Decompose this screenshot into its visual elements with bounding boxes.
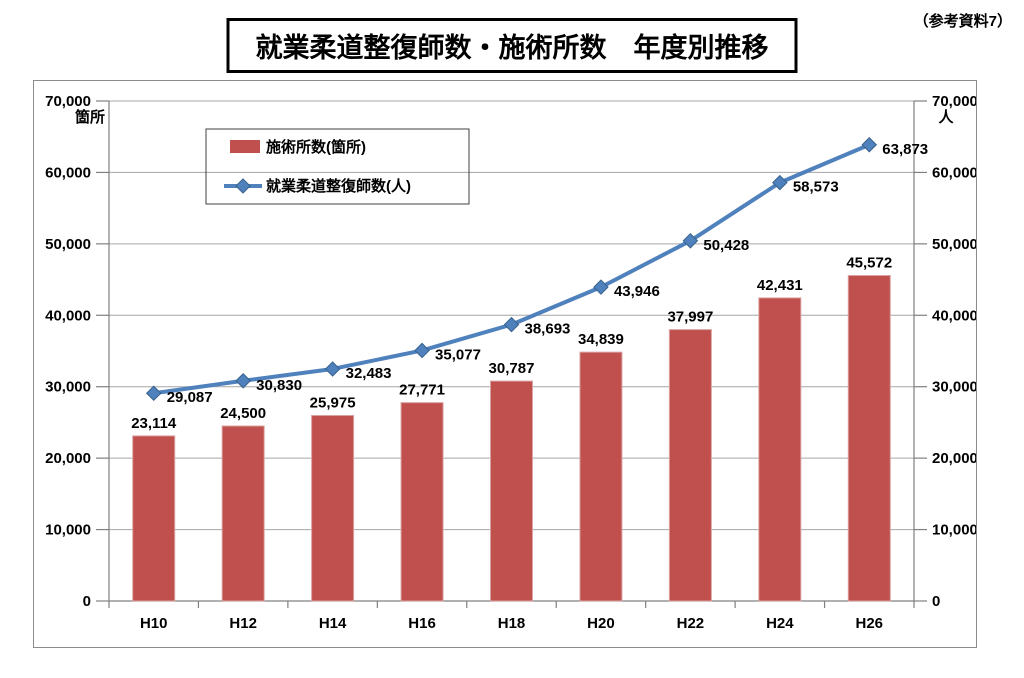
bar-value-label: 37,997 [667,309,713,326]
bar-value-label: 24,500 [220,405,266,422]
y-tick-label-right: 50,000 [932,236,976,253]
line-marker-diamond [593,279,609,295]
line-marker-diamond [503,316,520,333]
x-category-label: H24 [766,615,794,632]
line-value-label: 58,573 [793,179,839,196]
axis-unit-right: 人 [938,109,954,126]
bar [847,274,891,602]
line-value-label: 50,428 [703,237,749,254]
bar [132,435,176,602]
y-tick-label-right: 40,000 [932,307,976,324]
line-value-label: 35,077 [435,346,481,363]
bar-value-label: 27,771 [399,382,445,399]
line-marker-diamond [414,342,430,359]
y-tick-label-right: 70,000 [932,93,976,110]
x-category-label: H26 [856,615,884,632]
bar-value-label: 23,114 [131,415,177,432]
line-value-label: 30,830 [256,377,302,394]
bar [758,297,802,602]
legend-label-bar: 施術所数(箇所) [266,138,366,156]
line-marker-diamond [861,136,878,153]
bar-value-label: 34,839 [578,331,624,348]
y-tick-label-left: 10,000 [45,522,91,539]
line-marker-diamond [682,233,699,249]
line-marker-diamond [324,361,341,377]
bar [311,414,355,602]
x-category-label: H20 [587,615,615,632]
bar [400,402,444,602]
legend-label-line: 就業柔道整復師数(人) [266,177,411,195]
combo-chart-svg: 0 0 10,000 10,000 20,000 20,000 30,000 30,000 40… [45,93,978,632]
y-tick-label-right: 20,000 [932,450,976,467]
y-tick-label-left: 0 [83,593,91,610]
line-value-label: 29,087 [167,389,213,406]
bar [668,329,712,602]
line-marker-diamond [235,373,251,389]
x-category-label: H12 [229,615,257,632]
y-tick-label-left: 60,000 [45,164,91,181]
chart-frame: 0 0 10,000 10,000 20,000 20,000 30,000 30,000 40… [33,80,978,648]
bar-value-label: 42,431 [757,277,803,294]
x-category-label: H22 [677,615,705,632]
line-value-label: 43,946 [614,283,660,300]
bar-value-label: 30,787 [489,360,535,377]
y-tick-label-right: 0 [932,593,940,610]
line-marker-diamond [772,174,788,191]
y-tick-label-left: 70,000 [45,93,91,110]
y-tick-label-right: 60,000 [932,164,976,181]
chart-title: 就業柔道整復師数・施術所数 年度別推移 [226,18,798,73]
x-category-label: H16 [408,615,436,632]
bar-value-label: 45,572 [846,254,892,271]
axis-unit-left: 箇所 [74,108,105,126]
line-value-label: 38,693 [525,321,571,338]
bar [579,351,623,602]
x-category-label: H14 [319,615,347,632]
y-tick-label-right: 10,000 [932,522,976,539]
y-tick-label-left: 40,000 [45,307,91,324]
line-value-label: 63,873 [882,141,928,158]
x-category-label: H10 [140,615,168,632]
y-tick-label-left: 50,000 [45,236,91,253]
legend-marker-diamond [235,178,251,194]
legend-box [205,128,470,205]
line-value-label: 32,483 [346,365,392,382]
x-category-label: H18 [498,615,526,632]
y-tick-label-right: 30,000 [932,379,976,396]
reference-note: （参考資料7） [913,13,1012,30]
y-tick-label-left: 20,000 [45,450,91,467]
bar [221,425,265,602]
line-marker-diamond [145,385,162,402]
bar [490,380,533,602]
bar-value-label: 25,975 [310,394,356,411]
legend-swatch-bar [230,140,260,153]
y-tick-label-left: 30,000 [45,379,91,396]
